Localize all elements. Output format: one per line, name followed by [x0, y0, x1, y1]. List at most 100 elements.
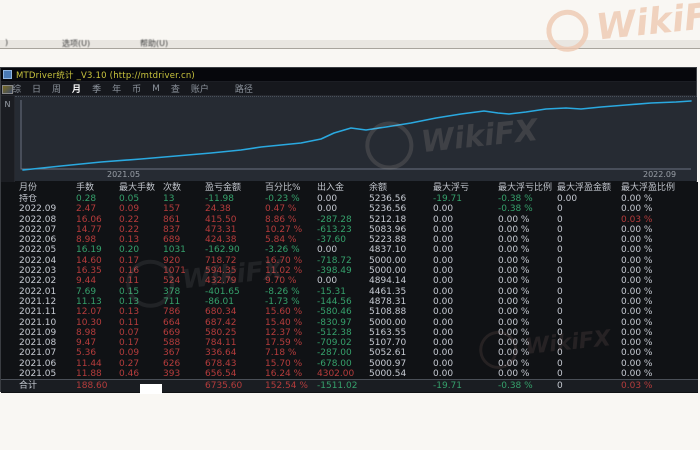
artifact-notch — [140, 384, 162, 394]
menu-item-月[interactable]: 月 — [72, 85, 82, 95]
table-cell: 2022.03 — [19, 266, 57, 277]
table-cell: 0.46 — [119, 369, 140, 380]
table-cell: 0 — [557, 338, 563, 349]
table-cell: -0.23 % — [265, 194, 300, 204]
table-row[interactable]: 2022.08 16.06 0.22 861 415.50 8.86 % -287.28 52… — [1, 215, 698, 225]
table-cell: 0.00 — [433, 276, 454, 287]
table-row[interactable]: 2021.07 5.36 0.09 367 336.64 7.18 % -287.00 505… — [1, 348, 698, 358]
menu-item-M[interactable]: M — [152, 83, 160, 94]
table-cell: 2021.10 — [19, 317, 57, 328]
table-cell: 8.98 — [76, 235, 97, 246]
table-row[interactable]: 2021.10 10.30 0.11 664 687.42 15.40 % -830.97 5… — [1, 318, 698, 328]
table-row[interactable]: 2022.05 16.19 0.20 1031 -162.90 -3.26 % 0.00 48… — [1, 245, 698, 255]
table-total-row[interactable]: 合计 188.60 6735.60 152.54 % -1511.02 -19.71 -0.… — [1, 379, 698, 393]
table-cell: 0.00 — [433, 307, 454, 318]
table-cell: 0.22 — [119, 214, 140, 225]
table-row[interactable]: 持仓 0.28 0.05 13 -11.98 -0.23 % 0.00 5236.56 -19.… — [1, 194, 698, 204]
table-cell: 2022.07 — [19, 224, 57, 235]
table-cell: 0.03 % — [621, 214, 653, 225]
table-cell: 157 — [163, 204, 181, 215]
app-icon[interactable] — [3, 70, 12, 79]
table-cell: 432.79 — [205, 276, 237, 287]
table-row[interactable]: 2021.11 12.07 0.13 786 680.34 15.60 % -580.46 5… — [1, 307, 698, 317]
table-row[interactable]: 2022.04 14.60 0.17 920 718.72 16.70 % -718.72 5… — [1, 256, 698, 266]
table-row[interactable]: 2022.06 8.98 0.13 689 424.38 5.84 % -37.60 5223… — [1, 235, 698, 245]
table-cell: 424.38 — [205, 235, 237, 246]
table-cell: 0.00 — [433, 348, 454, 359]
table-cell: 0.00 — [433, 266, 454, 277]
table-cell: -19.71 — [433, 381, 463, 392]
table-cell: 0.00 % — [621, 224, 653, 235]
menu-item-周[interactable]: 周 — [52, 85, 62, 95]
table-cell: 16.70 % — [265, 255, 303, 266]
parent-menu-item[interactable]: ) — [5, 38, 9, 47]
table-cell: 4837.10 — [369, 245, 407, 256]
parent-menu-item[interactable]: 选项(U) — [62, 39, 91, 48]
table-cell: 5000.54 — [369, 369, 407, 380]
menu-item-path[interactable]: 路径 — [234, 85, 253, 95]
table-cell: -613.23 — [317, 224, 352, 235]
table-cell: 12.07 — [76, 307, 102, 318]
table-cell: -287.00 — [317, 348, 352, 359]
table-cell: -709.02 — [317, 338, 352, 349]
table-row[interactable]: 2021.05 11.88 0.46 393 656.54 16.24 % 4302.00 5… — [1, 369, 698, 379]
table-cell: 0.00 % — [498, 296, 530, 307]
table-cell: 5108.88 — [369, 307, 407, 318]
table-row[interactable]: 2022.01 7.69 0.15 378 -401.65 -8.26 % -15.31 44… — [1, 287, 698, 297]
table-cell: -287.28 — [317, 214, 352, 225]
table-cell: 0.00 — [317, 245, 338, 256]
table-cell: 5212.18 — [369, 214, 407, 225]
table-cell: -11.98 — [205, 194, 235, 204]
toolbox-icon[interactable] — [2, 85, 13, 94]
table-cell: -512.38 — [317, 327, 352, 338]
table-cell: 5223.88 — [369, 235, 407, 246]
table-cell: 0 — [557, 204, 563, 215]
table-cell: 0.00 % — [621, 307, 653, 318]
column-header: 最大浮亏 — [433, 183, 470, 193]
table-cell: 0.00 % — [621, 348, 653, 359]
table-row[interactable]: 2021.12 11.13 0.13 711 -86.01 -1.73 % -144.56 4… — [1, 297, 698, 307]
table-cell: 11.02 % — [265, 266, 303, 277]
table-cell: -162.90 — [205, 245, 240, 256]
table-cell: 680.34 — [205, 307, 237, 318]
column-header: 手数 — [76, 183, 95, 193]
table-cell: 10.27 % — [265, 224, 303, 235]
pointer-icon[interactable]: N — [4, 100, 11, 109]
menu-item-币[interactable]: 币 — [132, 85, 142, 95]
table-cell: 0.00 — [433, 327, 454, 338]
table-cell: 16.35 — [76, 266, 102, 277]
equity-chart-panel: 2021.05 2022.09 WikiFX — [15, 96, 697, 181]
table-cell: -86.01 — [205, 296, 235, 307]
table-row[interactable]: 2021.09 8.98 0.07 669 580.25 12.37 % -512.38 51… — [1, 328, 698, 338]
menu-item-账户[interactable]: 账户 — [190, 85, 209, 95]
table-cell: 2022.05 — [19, 245, 57, 256]
table-cell: 0.00 % — [498, 224, 530, 235]
table-cell: 0.15 — [119, 286, 140, 297]
menu-item-年[interactable]: 年 — [112, 85, 122, 95]
table-cell: 0.00 % — [621, 235, 653, 246]
table-cell: 4878.31 — [369, 296, 407, 307]
table-cell: 5052.61 — [369, 348, 407, 359]
table-row[interactable]: 2022.03 16.35 0.16 1071 594.35 11.02 % -398.49… — [1, 266, 698, 276]
table-cell: 588 — [163, 338, 181, 349]
table-row[interactable]: 2022.07 14.77 0.22 837 473.31 10.27 % -613.23 5… — [1, 225, 698, 235]
table-cell: 0.11 — [119, 276, 140, 287]
table-row[interactable]: 2022.02 9.44 0.11 524 432.79 9.70 % 0.00 4894.1… — [1, 276, 698, 286]
table-cell: 4302.00 — [317, 369, 355, 380]
table-cell: 合计 — [19, 381, 38, 392]
parent-menu-item[interactable]: 帮助(U) — [140, 39, 169, 48]
table-row[interactable]: 2021.08 9.47 0.17 588 784.11 17.59 % -709.02 51… — [1, 338, 698, 348]
table-cell: 5107.70 — [369, 338, 407, 349]
menu-item-查[interactable]: 查 — [170, 85, 180, 95]
table-row[interactable]: 2021.06 11.44 0.27 626 678.43 15.70 % -678.00 5… — [1, 359, 698, 369]
menu-item-季[interactable]: 季 — [92, 85, 102, 95]
table-row[interactable]: 2022.09 2.47 0.09 157 24.38 0.47 % 0.00 5236.56… — [1, 204, 698, 214]
table-cell: -398.49 — [317, 266, 352, 277]
table-cell: 473.31 — [205, 224, 237, 235]
table-cell: 2021.05 — [19, 369, 57, 380]
title-bar[interactable]: MTDriver统计 _V3.10 (http://mtdriver.cn) — [1, 68, 696, 82]
table-cell: 524 — [163, 276, 181, 287]
menu-item-综[interactable]: 综 — [12, 85, 22, 95]
menu-item-日[interactable]: 日 — [32, 85, 42, 95]
table-cell: 393 — [163, 369, 181, 380]
